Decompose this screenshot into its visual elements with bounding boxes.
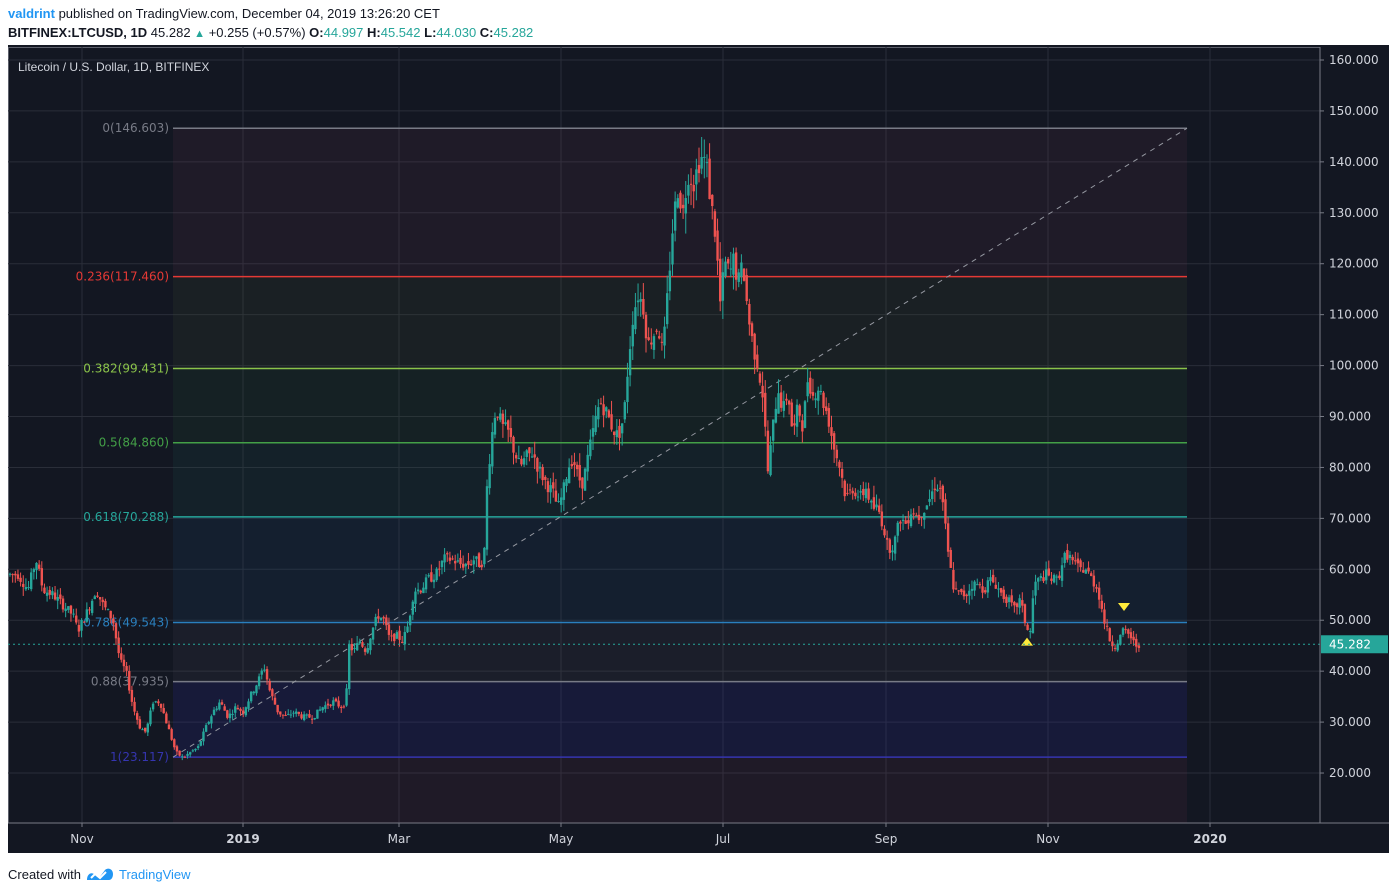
time-tick-label: 2019 [226,832,259,846]
time-tick-label: 2020 [1193,832,1226,846]
high-value: 45.542 [380,25,421,40]
open-value: 44.997 [323,25,364,40]
symbol-info: BITFINEX:LTCUSD, 1D 45.282 ▲ +0.255 (+0.… [8,25,533,40]
fib-level-label: 0.236(117.460) [76,270,169,284]
low-value: 44.030 [436,25,477,40]
trend-line[interactable] [172,127,1188,758]
time-tick-label: Sep [875,832,898,846]
chart-legend-title: Litecoin / U.S. Dollar, 1D, BITFINEX [18,60,209,74]
author-link[interactable]: valdrint [8,6,55,21]
time-tick-label: Jul [715,832,730,846]
markers [1021,602,1130,646]
price-tick-label: 20.000 [1329,766,1371,780]
time-tick-label: Nov [70,832,93,846]
close-label: C: [479,25,494,40]
fibonacci-retracement[interactable]: 0(146.603) 0.236(117.460) 0.382(99.431) 0.5… [76,121,1187,823]
close-value: 45.282 [493,25,534,40]
candlesticks [8,136,1141,761]
fib-level-label: 0.786(49.543) [83,616,169,630]
price-tick-label: 80.000 [1329,460,1371,474]
last-price: 45.282 [150,25,191,40]
created-with-text: Created with [8,866,81,882]
open-label: O: [309,25,324,40]
price-tick-label: 50.000 [1329,613,1371,627]
last-price-badge [1321,635,1388,654]
price-tick-label: 150.000 [1329,104,1379,118]
change-up-icon: ▲ [194,28,206,40]
time-tick-label: Mar [388,832,411,846]
price-tick-label: 70.000 [1329,511,1371,525]
published-text: published on TradingView.com, December 0… [54,6,440,21]
price-tick-label: 160.000 [1329,53,1379,67]
time-axis[interactable]: Nov 2019 Mar May Jul Sep Nov 2020 [8,822,1389,853]
triangle-down-marker-icon [1118,602,1130,611]
price-tick-label: 90.000 [1329,410,1371,424]
grid-lines [8,47,1320,823]
time-tick-label: May [549,832,574,846]
price-tick-label: 130.000 [1329,206,1379,220]
price-tick-label: 140.000 [1329,155,1379,169]
fib-level-label: 0.382(99.431) [83,361,169,375]
price-tick-label: 110.000 [1329,308,1379,322]
price-tick-label: 120.000 [1329,257,1379,271]
price-tick-label: 60.000 [1329,562,1371,576]
price-tick-label: 40.000 [1329,664,1371,678]
header-divider [8,45,1389,47]
price-chart[interactable]: 0(146.603) 0.236(117.460) 0.382(99.431) 0.5… [8,47,1389,853]
triangle-up-marker-icon [1021,637,1033,646]
high-label: H: [367,25,381,40]
fib-level-label: 0.618(70.288) [83,510,169,524]
price-axis[interactable]: 160.000 150.000 140.000 130.000 120.000 110.0… [1319,47,1389,853]
symbol-name: BITFINEX:LTCUSD, 1D [8,25,148,40]
tradingview-logo-icon [86,868,113,880]
fib-level-label: 0.5(84.860) [99,436,169,450]
footer: Created with TradingView [8,866,191,882]
price-tick-label: 30.000 [1329,715,1371,729]
last-price-label: 45.282 [1329,637,1371,651]
tradingview-link[interactable]: TradingView [118,866,191,882]
price-change: +0.255 (+0.57%) [208,25,306,40]
fib-level-label: 1(23.117) [110,750,169,764]
low-label: L: [424,25,437,40]
price-tick-label: 100.000 [1329,359,1379,373]
time-tick-label: Nov [1036,832,1059,846]
publish-info: valdrint published on TradingView.com, D… [8,6,440,21]
fib-level-label: 0(146.603) [102,121,169,135]
